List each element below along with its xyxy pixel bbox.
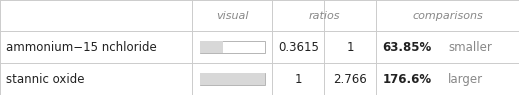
Text: 2.766: 2.766 — [333, 73, 367, 86]
Text: visual: visual — [216, 11, 249, 21]
Text: 0.3615: 0.3615 — [278, 41, 319, 54]
Text: comparisons: comparisons — [412, 11, 483, 21]
FancyBboxPatch shape — [200, 73, 265, 85]
Text: stannic oxide: stannic oxide — [6, 73, 85, 86]
FancyBboxPatch shape — [200, 73, 265, 85]
Text: larger: larger — [448, 73, 483, 86]
Text: ratios: ratios — [309, 11, 340, 21]
Text: smaller: smaller — [448, 41, 492, 54]
FancyBboxPatch shape — [200, 41, 223, 53]
Text: 63.85%: 63.85% — [383, 41, 432, 54]
Text: 1: 1 — [347, 41, 354, 54]
Text: ammonium−15 nchloride: ammonium−15 nchloride — [6, 41, 157, 54]
Text: 176.6%: 176.6% — [383, 73, 432, 86]
FancyBboxPatch shape — [200, 41, 265, 53]
Text: 1: 1 — [295, 73, 302, 86]
